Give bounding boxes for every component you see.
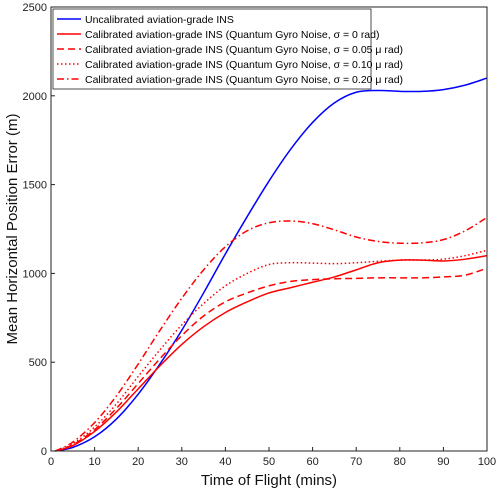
series-line-3 <box>55 267 488 452</box>
x-tick-label: 80 <box>394 456 406 468</box>
x-tick-label: 60 <box>306 456 318 468</box>
series-line-2 <box>55 254 488 452</box>
x-tick-label: 90 <box>437 456 449 468</box>
legend-entry-3: Calibrated aviation-grade INS (Quantum G… <box>85 44 403 56</box>
x-tick-label: 20 <box>132 456 144 468</box>
y-tick-label: 1500 <box>23 180 47 192</box>
legend: Uncalibrated aviation-grade INS Calibrate… <box>52 8 403 90</box>
legend-entry-4: Calibrated aviation-grade INS (Quantum G… <box>85 59 403 71</box>
legend-entry-1: Uncalibrated aviation-grade INS <box>85 14 234 26</box>
y-tick-label: 2500 <box>23 2 47 14</box>
legend-box <box>52 8 372 90</box>
x-axis: 0 10 20 30 40 50 60 70 80 90 100 <box>48 447 496 468</box>
y-tick-label: 0 <box>41 446 47 458</box>
x-tick-label: 100 <box>478 456 496 468</box>
legend-entry-2: Calibrated aviation-grade INS (Quantum G… <box>85 29 380 41</box>
series-line-1 <box>55 77 488 452</box>
y-axis-label: Mean Horizontal Position Error (m) <box>4 114 21 345</box>
legend-entry-5: Calibrated aviation-grade INS (Quantum G… <box>85 74 403 86</box>
x-tick-label: 30 <box>176 456 188 468</box>
x-axis-label: Time of Flight (mins) <box>201 472 337 489</box>
x-tick-label: 10 <box>88 456 100 468</box>
y-tick-label: 500 <box>29 357 47 369</box>
y-tick-label: 2000 <box>23 91 47 103</box>
x-tick-label: 40 <box>219 456 231 468</box>
y-tick-label: 1000 <box>23 268 47 280</box>
series-layer <box>55 77 488 452</box>
series-line-5 <box>55 216 488 452</box>
series-line-4 <box>55 249 488 452</box>
x-tick-label: 50 <box>263 456 275 468</box>
y-axis: 0 500 1000 1500 2000 2500 <box>23 2 55 458</box>
x-tick-label: 70 <box>350 456 362 468</box>
x-tick-label: 0 <box>48 456 54 468</box>
